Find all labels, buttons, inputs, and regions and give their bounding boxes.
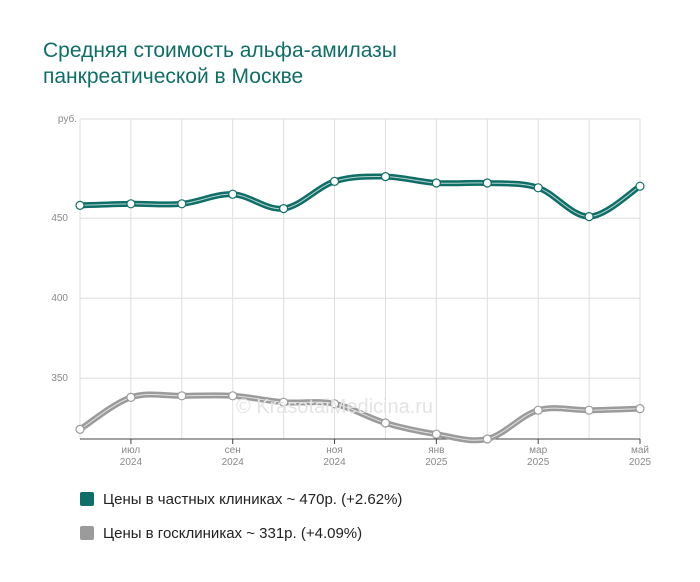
data-point-public bbox=[126, 392, 136, 402]
data-point-public bbox=[75, 424, 85, 434]
data-point-private bbox=[75, 200, 85, 210]
data-point-public bbox=[584, 405, 594, 415]
data-point-private bbox=[584, 212, 594, 222]
chart-title-line-2: панкреатической в Москве bbox=[43, 65, 304, 88]
data-point-public bbox=[380, 418, 391, 428]
data-point-public bbox=[279, 397, 289, 407]
data-point-private bbox=[533, 183, 543, 193]
data-point-public bbox=[635, 404, 645, 414]
x-tick-label-year: 2025 bbox=[629, 457, 652, 468]
y-unit-label: руб. bbox=[58, 113, 77, 125]
legend-label-private: Цены в частных клиниках ~ 470р. (+2.62%) bbox=[103, 490, 403, 508]
x-tick-label-month: ноя bbox=[326, 445, 343, 456]
data-point-private bbox=[380, 172, 391, 182]
x-tick-label-month: мар bbox=[529, 445, 547, 456]
x-tick-label-year: 2024 bbox=[222, 457, 245, 468]
series-line-highlight-public bbox=[79, 394, 641, 441]
data-point-private bbox=[279, 204, 289, 214]
legend-item-public[interactable]: Цены в госклиниках ~ 331р. (+4.09%) bbox=[80, 522, 402, 544]
data-point-private bbox=[635, 181, 645, 191]
series-line-public bbox=[77, 391, 643, 444]
legend-label-public: Цены в госклиниках ~ 331р. (+4.09%) bbox=[103, 524, 363, 542]
series-line-private bbox=[77, 173, 643, 220]
data-point-public bbox=[329, 399, 340, 409]
data-point-private bbox=[228, 189, 238, 199]
data-point-private bbox=[329, 176, 340, 186]
data-point-private bbox=[431, 178, 441, 188]
data-point-private bbox=[126, 199, 136, 209]
x-tick-label-month: янв bbox=[428, 445, 444, 456]
data-point-private bbox=[482, 178, 492, 188]
data-point-private bbox=[177, 199, 187, 209]
data-point-public bbox=[533, 405, 543, 415]
chart-title-line-1: Средняя стоимость альфа-амилазы bbox=[43, 39, 397, 62]
x-tick-label-month: июл bbox=[122, 445, 141, 456]
legend-item-private[interactable]: Цены в частных клиниках ~ 470р. (+2.62%) bbox=[80, 488, 402, 510]
legend-swatch-private bbox=[80, 492, 94, 506]
data-point-public bbox=[228, 391, 238, 401]
y-tick-label: 450 bbox=[51, 213, 68, 224]
y-tick-label: 350 bbox=[51, 373, 68, 384]
x-tick-label-year: 2025 bbox=[527, 457, 550, 468]
data-point-public bbox=[177, 391, 187, 401]
x-tick-label-month: сен bbox=[225, 445, 241, 456]
legend: Цены в частных клиниках ~ 470р. (+2.62%)… bbox=[80, 488, 402, 556]
data-point-public bbox=[431, 429, 441, 439]
y-tick-label: 400 bbox=[51, 293, 68, 304]
x-tick-label-month: май bbox=[631, 445, 649, 456]
x-tick-label-year: 2025 bbox=[425, 457, 448, 468]
data-point-public bbox=[482, 434, 492, 444]
x-tick-label-year: 2024 bbox=[120, 457, 143, 468]
x-tick-label-year: 2024 bbox=[323, 457, 346, 468]
legend-swatch-public bbox=[80, 526, 94, 540]
chart-title: Средняя стоимость альфа-амилазы панкреат… bbox=[43, 38, 643, 90]
